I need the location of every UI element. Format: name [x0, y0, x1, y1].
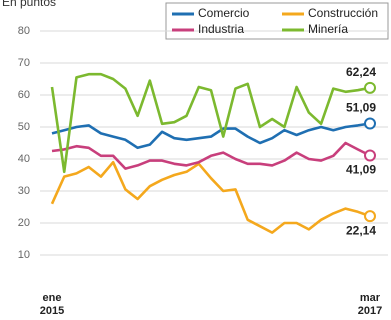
- y-tick-label: 40: [18, 153, 30, 165]
- series-line: [50, 72, 371, 174]
- value-label: 41,09: [346, 163, 376, 177]
- legend-label: Minería: [308, 22, 348, 36]
- end-marker: [364, 210, 376, 223]
- y-tick-label: 50: [18, 121, 30, 133]
- y-tick-label: 20: [18, 217, 30, 229]
- y-tick-label: 10: [18, 249, 30, 261]
- legend-box: [165, 2, 389, 40]
- value-label: 62,24: [346, 65, 376, 79]
- value-label: 51,09: [346, 101, 376, 115]
- x-tick-label: ene 2015: [39, 292, 65, 317]
- end-marker: [364, 149, 376, 162]
- series-line: [50, 160, 371, 234]
- y-tick-label: 70: [18, 57, 30, 69]
- end-marker: [364, 81, 376, 94]
- y-tick-label: 80: [18, 25, 30, 37]
- x-tick-label: mar 2017: [357, 292, 383, 317]
- end-marker: [364, 117, 376, 130]
- legend-label: Construcción: [308, 6, 378, 20]
- series-line: [51, 122, 371, 150]
- value-label: 22,14: [346, 223, 376, 237]
- legend-label: Comercio: [198, 6, 250, 20]
- legend-label: Industria: [198, 22, 244, 36]
- y-tick-label: 30: [18, 185, 30, 197]
- y-tick-label: 60: [18, 89, 30, 101]
- series-line: [51, 141, 371, 170]
- chart-title: En puntos: [2, 0, 56, 9]
